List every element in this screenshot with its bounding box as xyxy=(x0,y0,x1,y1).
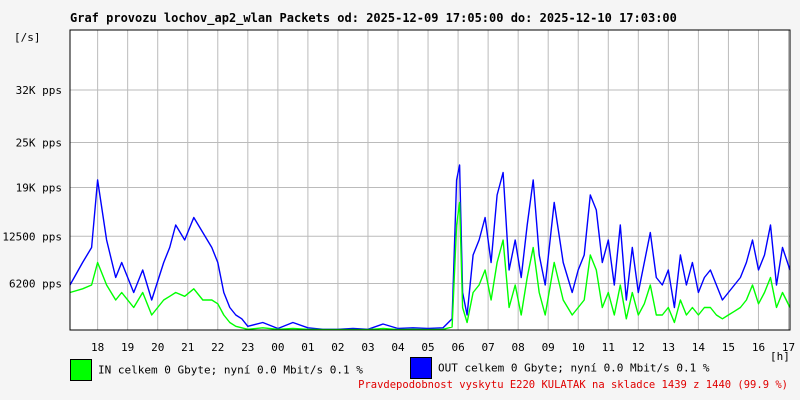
footer-note: Pravdepodobnost vyskytu E220 KULATAK na … xyxy=(358,379,788,391)
x-tick-label: 10 xyxy=(572,341,585,354)
series-layer xyxy=(69,164,791,331)
x-tick-label: 13 xyxy=(662,341,675,354)
x-tick-label: 21 xyxy=(181,341,194,354)
x-tick-label: 11 xyxy=(602,341,615,354)
legend-out-text: OUT celkem 0 Gbyte; nyní 0.0 Mbit/s 0.1 … xyxy=(438,361,710,375)
chart-title: Graf provozu lochov_ap2_wlan Packets od:… xyxy=(70,11,677,25)
x-tick-label: 03 xyxy=(361,341,374,354)
x-tick-labels: 18 19 20 21 22 23 00 01 02 03 04 05 06 07 08 09 10 11 12 13… xyxy=(91,341,795,354)
x-tick-label: 07 xyxy=(481,341,494,354)
x-tick-label: 06 xyxy=(451,341,464,354)
x-tick-label: 08 xyxy=(512,341,525,354)
y-axis-unit: [/s] xyxy=(14,31,41,44)
x-tick-label: 00 xyxy=(271,341,284,354)
x-tick-label: 05 xyxy=(421,341,434,354)
x-tick-label: 15 xyxy=(722,341,735,354)
x-tick-label: 23 xyxy=(241,341,254,354)
legend-in: IN celkem 0 Gbyte; nyní 0.0 Mbit/s 0.1 % xyxy=(70,359,363,381)
y-tick-label: 32K pps xyxy=(16,84,62,97)
y-tick-label: 6200 pps xyxy=(9,278,62,291)
x-tick-label: 09 xyxy=(542,341,555,354)
x-tick-label: 19 xyxy=(121,341,134,354)
plot-border xyxy=(69,29,791,331)
legend-out: OUT celkem 0 Gbyte; nyní 0.0 Mbit/s 0.1 … xyxy=(410,357,710,379)
y-tick-label: 25K pps xyxy=(16,137,62,150)
x-tick-label: 02 xyxy=(331,341,344,354)
x-tick-label: 20 xyxy=(151,341,164,354)
x-tick-label: 12 xyxy=(632,341,645,354)
series-out-line xyxy=(69,164,791,330)
x-tick-label: 22 xyxy=(211,341,224,354)
y-tick-label: 12500 pps xyxy=(2,230,62,243)
grid-lines xyxy=(70,30,790,330)
x-tick-label: 01 xyxy=(301,341,314,354)
x-tick-label: 14 xyxy=(692,341,706,354)
x-axis-unit: [h] xyxy=(770,350,790,363)
legend-out-swatch xyxy=(410,357,432,379)
x-tick-label: 18 xyxy=(91,341,104,354)
plot-area xyxy=(70,30,790,330)
series-in-line xyxy=(69,201,791,331)
x-tick-label: 17 xyxy=(782,341,795,354)
legend-in-swatch xyxy=(70,359,92,381)
y-tick-labels: 6200 pps 12500 pps 19K pps 25K pps 32K pps xyxy=(2,84,62,291)
y-tick-label: 19K pps xyxy=(16,182,62,195)
x-tick-label: 16 xyxy=(752,341,765,354)
legend-in-text: IN celkem 0 Gbyte; nyní 0.0 Mbit/s 0.1 % xyxy=(98,363,363,377)
x-tick-label: 04 xyxy=(391,341,405,354)
